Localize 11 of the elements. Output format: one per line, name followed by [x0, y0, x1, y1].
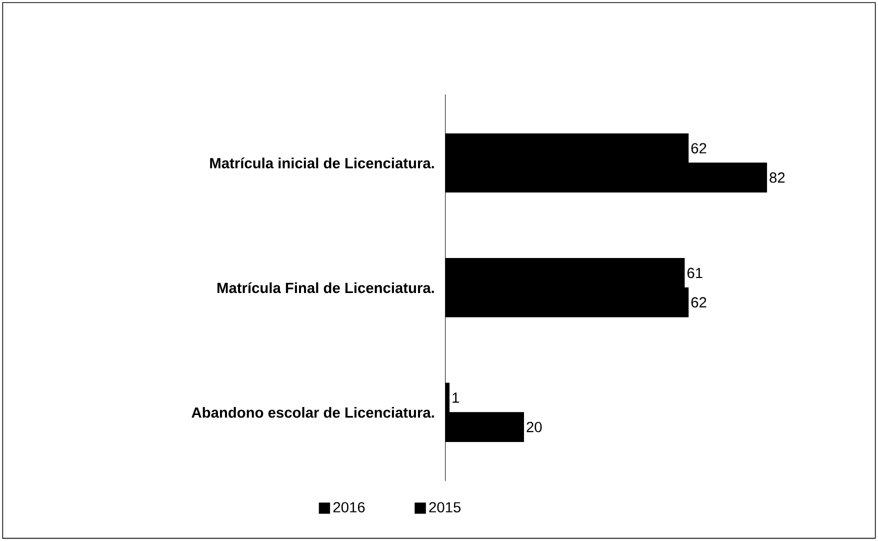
y-tick-label: Abandono escolar de Licenciatura. — [192, 407, 434, 418]
data-label: 62 — [691, 143, 706, 154]
data-label: 82 — [770, 172, 785, 183]
data-label: 20 — [526, 422, 542, 432]
legend-label: 2015 — [429, 502, 461, 512]
legend-label: 2016 — [333, 502, 365, 512]
data-label: 1 — [452, 392, 459, 403]
data-label: 62 — [691, 297, 706, 308]
y-tick-label: Matrícula Final de Licenciatura. — [217, 282, 434, 294]
data-label: 61 — [687, 268, 702, 278]
y-tick-label: Matrícula inicial de Licenciatura. — [210, 157, 434, 168]
